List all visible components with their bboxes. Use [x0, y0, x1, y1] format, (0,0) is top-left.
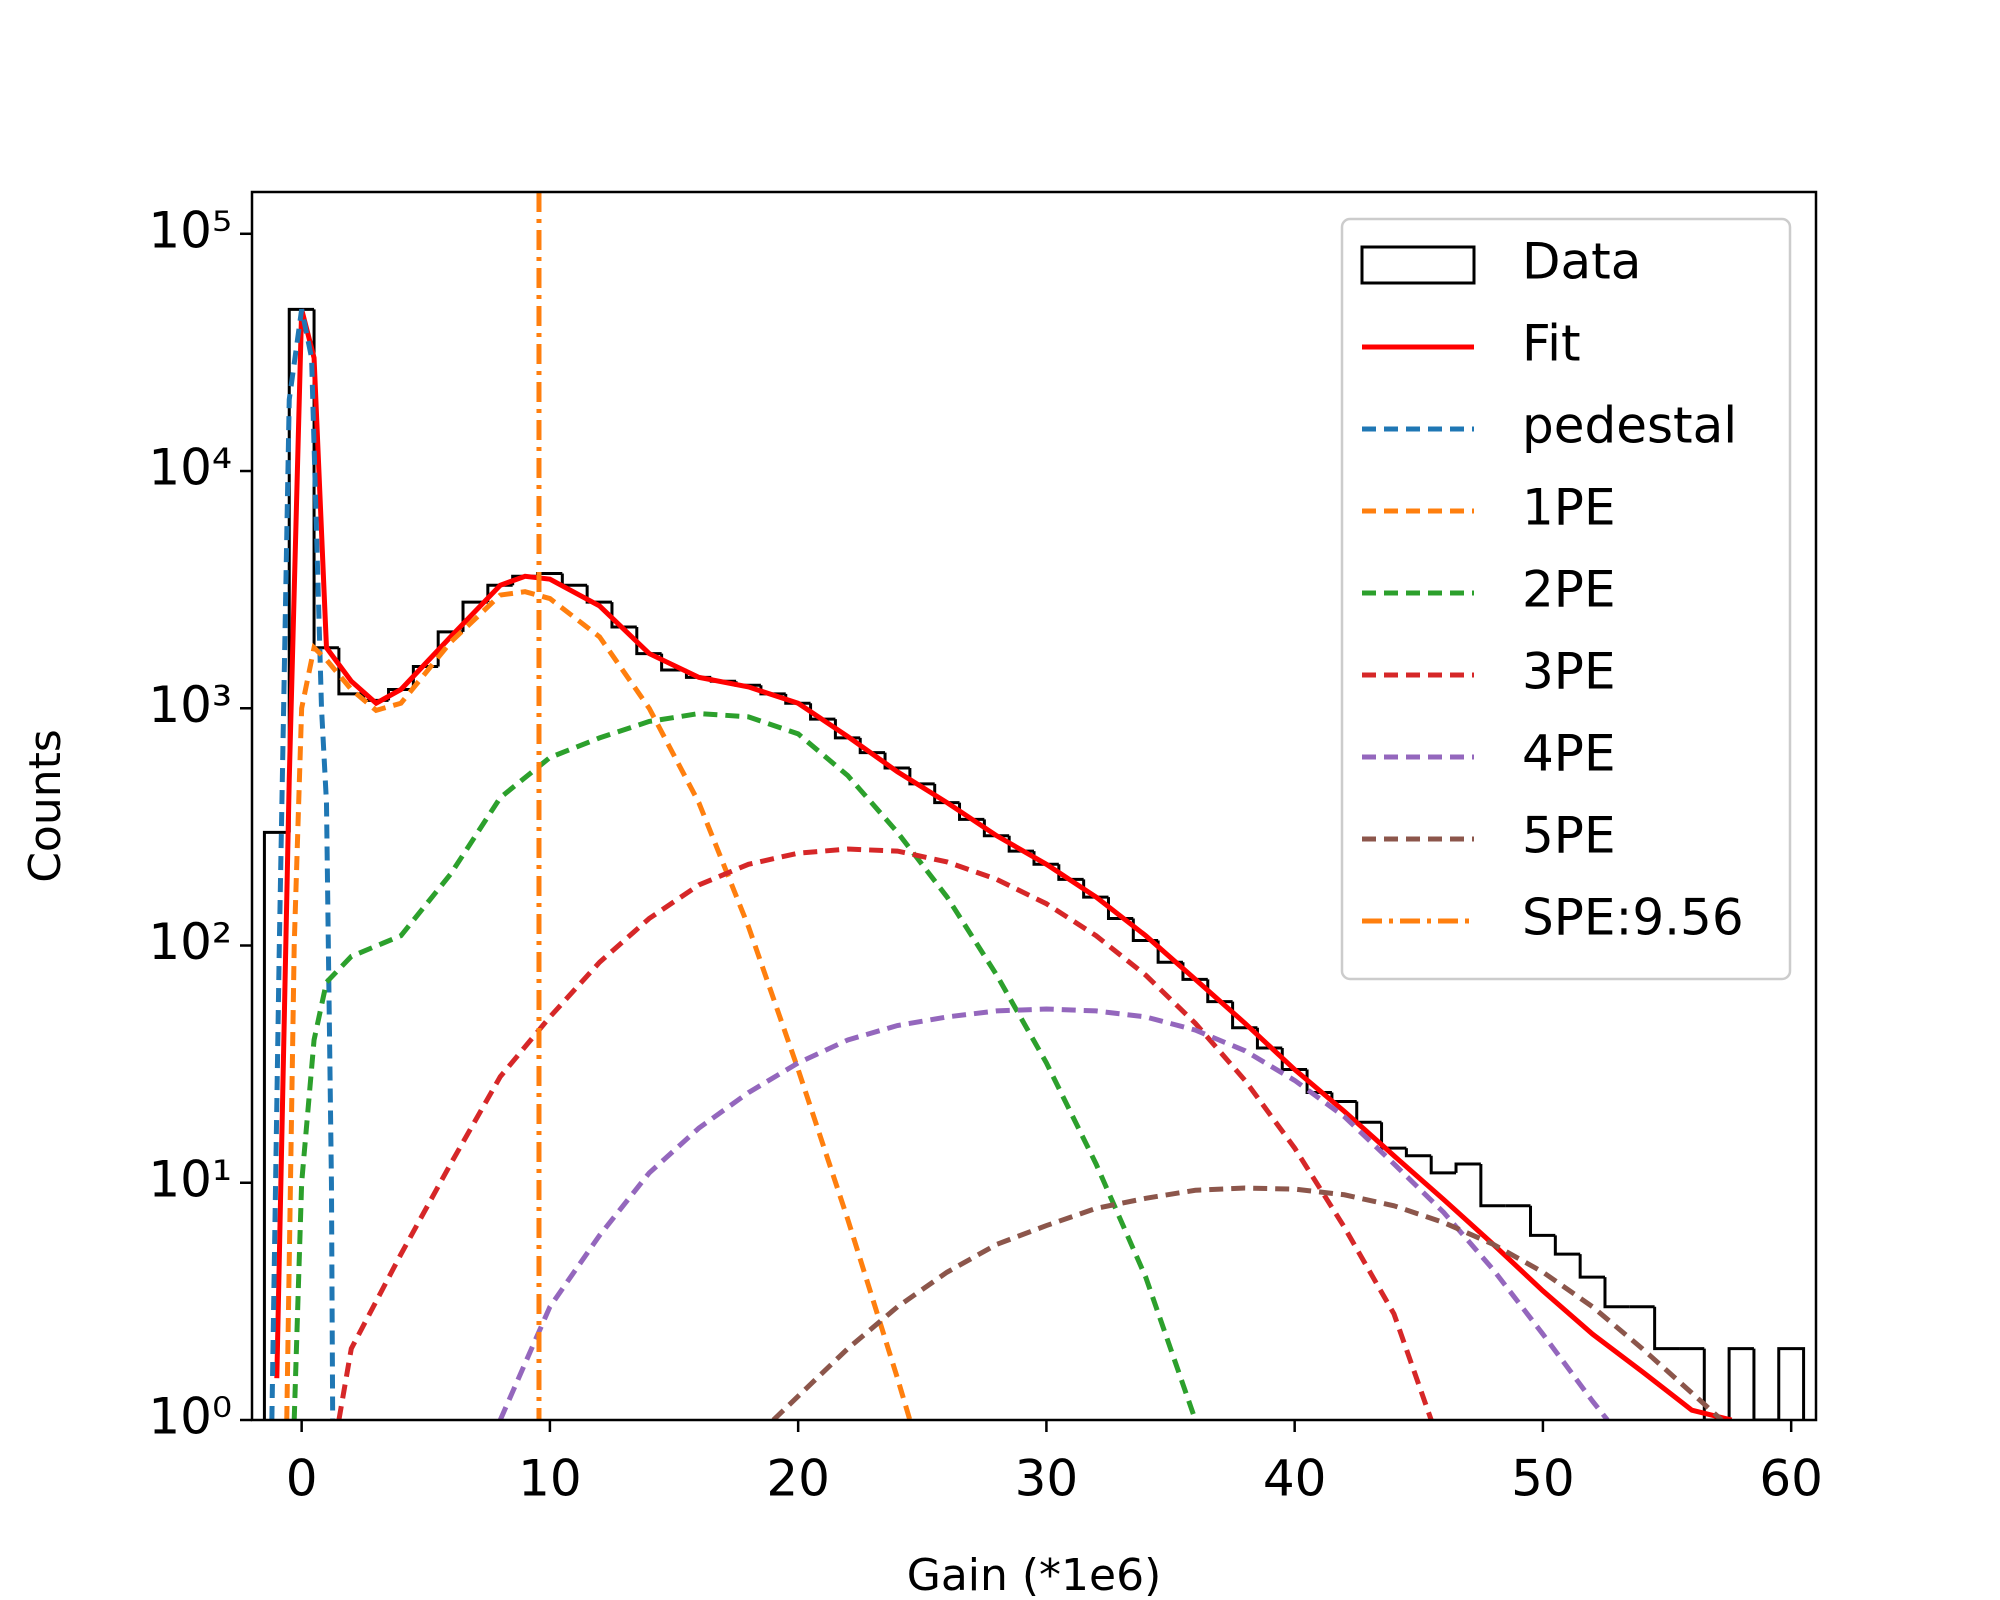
histogram-bin — [585, 585, 612, 604]
histogram-bin — [1553, 1235, 1581, 1256]
y-tick-label: 10⁰ — [148, 1388, 232, 1446]
histogram-bin — [1752, 1348, 1779, 1420]
y-tick-label: 10⁴ — [148, 439, 232, 497]
histogram-bin — [1404, 1148, 1432, 1158]
x-tick-label: 50 — [1511, 1450, 1575, 1508]
fit-line — [269, 308, 336, 1420]
histogram-bin — [262, 830, 290, 1420]
histogram-bin — [1454, 1162, 1481, 1173]
histogram-bin — [883, 752, 910, 770]
axes-frame — [250, 190, 1818, 1422]
plot-area — [262, 192, 1806, 1420]
ticks: 0 10 20 30 40 50 60 10⁰ 10¹ 10² 10³ 10⁴ 10⁵ — [148, 201, 1823, 1507]
y-tick-label: 10¹ — [148, 1150, 232, 1208]
histogram-bin — [560, 573, 588, 587]
x-tick-label: 40 — [1263, 1450, 1327, 1508]
histogram-bin — [610, 602, 637, 629]
legend-label: 2PE — [1522, 561, 1616, 619]
histogram-bin — [1777, 1347, 1806, 1420]
fit-line — [274, 308, 1733, 1420]
x-tick-label: 60 — [1759, 1450, 1823, 1508]
legend-label: 3PE — [1522, 643, 1616, 701]
y-tick-label: 10³ — [148, 676, 232, 734]
legend-label: Fit — [1522, 315, 1581, 373]
histogram-bin — [1479, 1163, 1506, 1208]
histogram-bin — [1206, 979, 1233, 1004]
legend-label: Data — [1522, 233, 1641, 291]
legend-swatch — [1360, 245, 1476, 285]
histogram-bin — [1355, 1101, 1382, 1124]
y-tick-label: 10² — [148, 913, 232, 971]
histogram-bin — [1057, 864, 1084, 881]
x-axis-label: Gain (*1e6) — [907, 1550, 1162, 1600]
histogram-bin — [287, 307, 315, 833]
histogram-bin — [908, 768, 935, 786]
histogram-bin — [1380, 1122, 1407, 1150]
histogram-bin — [1330, 1092, 1357, 1104]
legend-label: SPE:9.56 — [1522, 889, 1744, 947]
histogram-bin — [1727, 1347, 1754, 1420]
histogram-bin — [635, 627, 662, 656]
histogram-bin — [1603, 1277, 1630, 1309]
x-tick-label: 0 — [286, 1450, 318, 1508]
legend-label: 1PE — [1522, 479, 1616, 537]
histogram-bin — [1578, 1254, 1605, 1279]
fit-line — [284, 589, 913, 1420]
histogram-bin — [809, 703, 836, 721]
legend-box — [1340, 217, 1792, 981]
fit-line — [497, 1006, 1610, 1420]
histogram-bin — [1082, 879, 1109, 899]
y-axis-label: Counts — [20, 729, 71, 883]
legend-label: pedestal — [1522, 397, 1737, 455]
x-tick-label: 20 — [766, 1450, 830, 1508]
x-tick-label: 30 — [1015, 1450, 1079, 1508]
histogram-bin — [1653, 1306, 1680, 1351]
x-tick-label: 10 — [518, 1450, 582, 1508]
fit-line — [291, 711, 1198, 1420]
histogram-bin — [1702, 1348, 1730, 1420]
fit-line — [771, 1185, 1724, 1420]
y-tick-label: 10⁵ — [148, 201, 232, 259]
legend-label: 4PE — [1522, 725, 1616, 783]
legend: Data Fit pedestal 1PE 2PE 3PE 4PE 5PE SPE:9.56 — [1340, 217, 1792, 981]
legend-label: 5PE — [1522, 807, 1616, 865]
fit-line — [336, 846, 1434, 1420]
histogram-bin — [1429, 1155, 1457, 1175]
histogram-bin — [1529, 1205, 1556, 1237]
